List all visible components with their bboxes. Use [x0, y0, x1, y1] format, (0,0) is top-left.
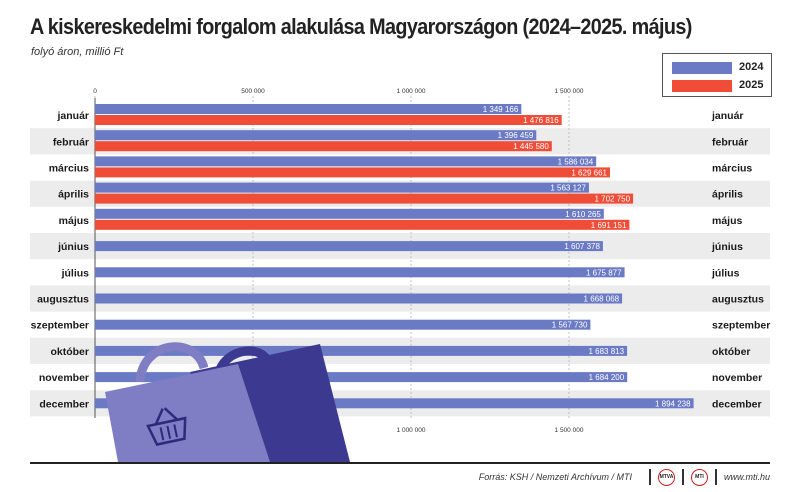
tick-label-top: 0	[93, 88, 97, 95]
category-label-left: október	[50, 346, 89, 358]
tick-label-bottom: 1 500 000	[555, 427, 584, 434]
category-label-right: október	[712, 346, 751, 358]
category-label-right: június	[711, 241, 743, 253]
tick-label-bottom: 1 000 000	[397, 427, 426, 434]
bar-2025	[95, 167, 610, 178]
bar-label-2025: 1 691 151	[591, 221, 627, 230]
tick-label-top: 500 000	[241, 88, 265, 95]
category-label-left: november	[39, 372, 89, 384]
chart-subtitle: folyó áron, millió Ft	[31, 46, 124, 58]
bar-label-2024: 1 349 166	[483, 105, 519, 114]
category-label-right: április	[712, 189, 743, 201]
legend-item-2025: 2025	[672, 78, 767, 94]
bar-label-2024: 1 894 238	[655, 399, 691, 408]
bar-2024	[95, 182, 589, 193]
basket-slats	[159, 424, 178, 441]
bar-label-2024: 1 668 068	[584, 295, 620, 304]
legend-item-2024: 2024	[672, 60, 767, 76]
category-label-right: március	[712, 163, 752, 175]
category-label-left: január	[56, 110, 89, 122]
category-label-left: június	[57, 241, 89, 253]
category-label-right: május	[712, 215, 743, 227]
bar-2025	[95, 219, 630, 230]
category-label-right: szeptember	[712, 320, 770, 332]
bar-2025	[95, 141, 552, 152]
bar-2024	[95, 345, 628, 356]
bar-2025	[95, 193, 634, 204]
category-label-left: március	[49, 163, 89, 175]
tick-label-top: 1 500 000	[555, 88, 584, 95]
footer-separator	[714, 469, 717, 485]
chart-title: A kiskereskedelmi forgalom alakulása Mag…	[30, 14, 692, 39]
bar-label-2024: 1 586 034	[558, 157, 594, 166]
source-credit: Forrás: KSH / Nemzeti Archívum / MTI	[478, 472, 632, 482]
category-label-left: április	[58, 189, 89, 201]
legend-label-2024: 2024	[739, 61, 764, 73]
category-label-left: május	[59, 215, 90, 227]
shopping-bag-illustration	[105, 342, 350, 462]
mti-logo-icon: MTI	[690, 468, 708, 486]
mtva-logo-icon: MTVA	[657, 468, 675, 486]
category-label-left: augusztus	[37, 294, 89, 306]
category-label-right: december	[712, 398, 762, 410]
bar-label-2024: 1 610 265	[565, 210, 601, 219]
bar-label-2024: 1 684 200	[589, 373, 625, 382]
legend-swatch-2024	[672, 62, 732, 74]
bar-2024	[95, 156, 597, 167]
footer-rule	[30, 462, 770, 464]
basket-icon	[146, 407, 187, 446]
category-label-right: november	[712, 372, 762, 384]
category-label-left: február	[53, 136, 89, 148]
bag-front-handle	[135, 342, 209, 383]
bar-label-2024: 1 607 378	[564, 242, 600, 251]
bar-label-2025: 1 476 816	[523, 116, 559, 125]
category-label-right: augusztus	[712, 294, 764, 306]
bar-2024	[95, 293, 623, 304]
bar-label-2025: 1 702 750	[594, 195, 630, 204]
website-link[interactable]: www.mti.hu	[723, 472, 770, 482]
bar-label-2024: 1 563 127	[550, 184, 586, 193]
bar-2024	[95, 267, 625, 278]
legend-label-2025: 2025	[739, 79, 764, 91]
category-label-left: december	[39, 398, 89, 410]
tick-label-top: 1 000 000	[397, 88, 426, 95]
bar-2024	[95, 372, 628, 383]
bar-label-2024: 1 683 813	[588, 347, 624, 356]
bar-2024	[95, 398, 694, 409]
bar-2024	[95, 241, 603, 252]
chart-legend: 2024 2025	[662, 53, 772, 97]
basket-handle	[154, 407, 179, 425]
category-label-left: szeptember	[31, 320, 89, 332]
bar-label-2024: 1 396 459	[498, 131, 534, 140]
bar-2024	[95, 104, 522, 114]
bar-label-2024: 1 675 877	[586, 268, 622, 277]
footer-separator	[648, 469, 651, 485]
category-label-right: július	[711, 267, 740, 279]
bar-2025	[95, 115, 562, 125]
category-label-right: január	[711, 110, 744, 122]
footer: Forrás: KSH / Nemzeti Archívum / MTI MTV…	[479, 466, 770, 488]
bar-2024	[95, 208, 604, 219]
bar-label-2024: 1 567 730	[552, 321, 588, 330]
legend-swatch-2025	[672, 80, 732, 92]
basket-body	[146, 416, 187, 446]
category-label-right: február	[712, 136, 748, 148]
bar-label-2025: 1 445 580	[513, 142, 549, 151]
bar-2024	[95, 319, 591, 330]
footer-separator	[681, 469, 684, 485]
bag-front-shape	[105, 364, 270, 462]
category-label-left: július	[61, 267, 90, 279]
bar-label-2025: 1 629 661	[571, 168, 607, 177]
bar-2024	[95, 130, 537, 141]
